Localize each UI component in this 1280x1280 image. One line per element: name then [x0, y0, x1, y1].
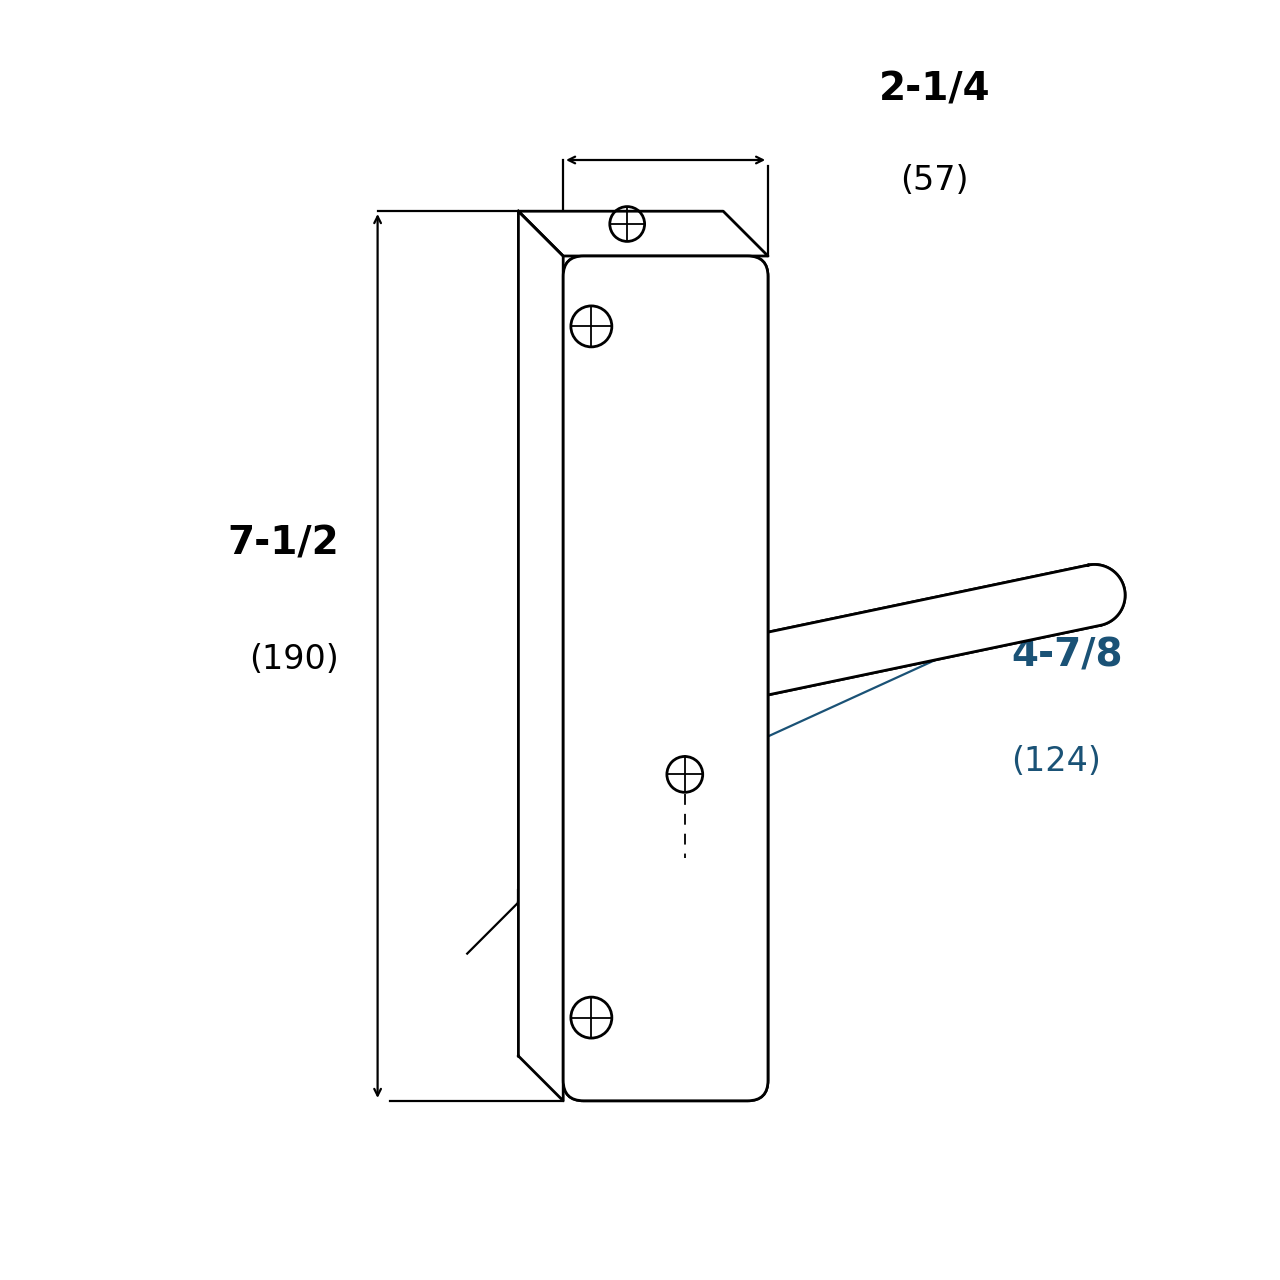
- Text: (57): (57): [900, 164, 969, 197]
- FancyBboxPatch shape: [563, 256, 768, 1101]
- Polygon shape: [518, 211, 563, 1101]
- Text: (124): (124): [1011, 745, 1101, 778]
- Text: 7-1/2: 7-1/2: [228, 525, 339, 563]
- Text: 2-1/2*: 2-1/2*: [531, 934, 663, 973]
- Text: (64): (64): [567, 983, 636, 1016]
- Text: 2-1/4: 2-1/4: [878, 70, 991, 109]
- Text: 4-7/8: 4-7/8: [1011, 636, 1123, 675]
- Polygon shape: [518, 211, 768, 256]
- Text: (190): (190): [250, 643, 339, 676]
- FancyBboxPatch shape: [563, 256, 768, 1101]
- Polygon shape: [657, 564, 1125, 736]
